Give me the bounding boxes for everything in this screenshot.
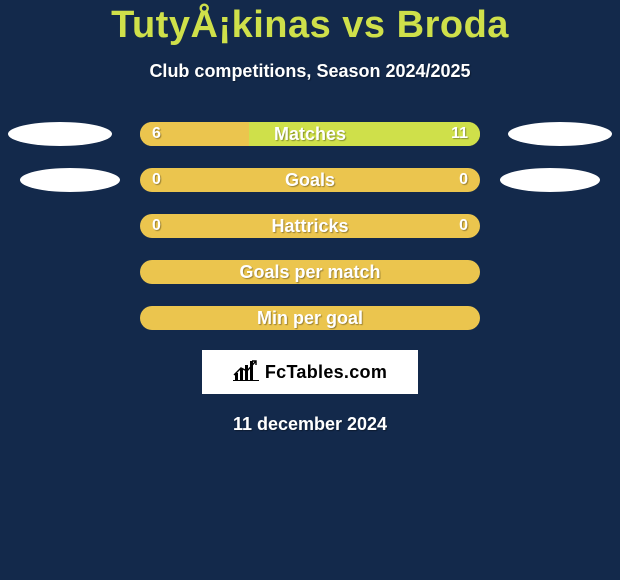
stat-bar: 611Matches <box>140 122 480 146</box>
stat-label: Min per goal <box>140 306 480 330</box>
player-left-ellipse-icon <box>8 122 112 146</box>
brand-text: FcTables.com <box>265 362 387 383</box>
stat-rows: 611Matches 00Goals 00Hattricks Goals per ma… <box>0 122 620 330</box>
page-title: TutyÅ¡kinas vs Broda <box>0 0 620 47</box>
brand-chart-icon <box>233 359 259 386</box>
stat-label: Matches <box>140 122 480 146</box>
stat-row-min-per-goal: Min per goal <box>0 306 620 330</box>
player-right-ellipse-icon <box>508 122 612 146</box>
page-subtitle: Club competitions, Season 2024/2025 <box>0 61 620 82</box>
stat-bar: Goals per match <box>140 260 480 284</box>
stat-bar: 00Hattricks <box>140 214 480 238</box>
comparison-infographic: TutyÅ¡kinas vs Broda Club competitions, … <box>0 0 620 580</box>
brand-inner: FcTables.com <box>233 359 387 386</box>
stat-row-goals: 00Goals <box>0 168 620 192</box>
stat-row-hattricks: 00Hattricks <box>0 214 620 238</box>
date-line: 11 december 2024 <box>0 414 620 435</box>
stat-label: Goals per match <box>140 260 480 284</box>
stat-bar: 00Goals <box>140 168 480 192</box>
stat-row-goals-per-match: Goals per match <box>0 260 620 284</box>
stat-row-matches: 611Matches <box>0 122 620 146</box>
player-right-ellipse-icon <box>500 168 600 192</box>
stat-label: Hattricks <box>140 214 480 238</box>
player-left-ellipse-icon <box>20 168 120 192</box>
brand-badge: FcTables.com <box>202 350 418 394</box>
stat-label: Goals <box>140 168 480 192</box>
stat-bar: Min per goal <box>140 306 480 330</box>
